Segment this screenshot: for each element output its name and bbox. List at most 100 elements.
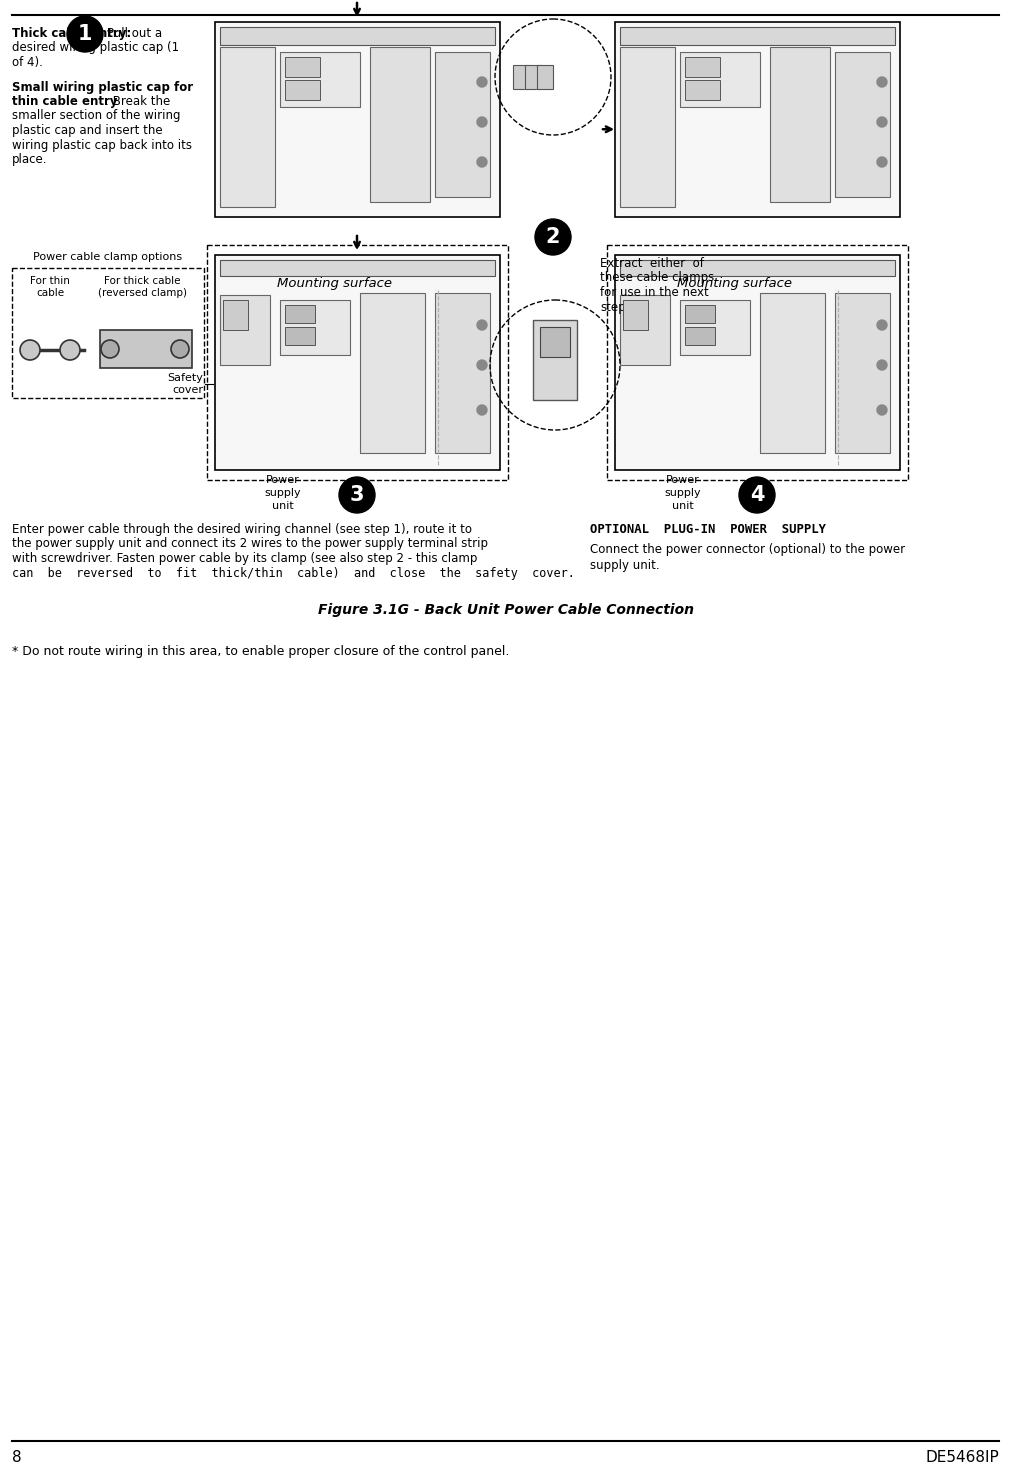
Bar — [770, 47, 830, 202]
Text: step.: step. — [600, 300, 630, 314]
Bar — [835, 52, 890, 197]
Bar — [835, 293, 890, 454]
Circle shape — [739, 477, 775, 513]
Text: can  be  reversed  to  fit  thick/thin  cable)  and  close  the  safety  cover.: can be reversed to fit thick/thin cable)… — [12, 567, 575, 579]
Circle shape — [477, 77, 487, 87]
Text: (*): (*) — [744, 485, 758, 495]
Circle shape — [477, 116, 487, 127]
Text: Power
supply
unit: Power supply unit — [664, 474, 702, 511]
Bar — [533, 320, 577, 401]
Text: Enter power cable through the desired wiring channel (see step 1), route it to: Enter power cable through the desired wi… — [12, 523, 472, 536]
Circle shape — [171, 340, 189, 358]
Bar — [525, 65, 541, 88]
Bar — [620, 261, 895, 275]
Text: these cable clamps: these cable clamps — [600, 271, 714, 284]
Bar — [220, 47, 275, 208]
Circle shape — [877, 320, 887, 330]
Bar — [620, 47, 675, 208]
Bar — [615, 255, 900, 470]
Text: 8: 8 — [12, 1449, 21, 1464]
Bar — [285, 57, 320, 77]
Text: Small wiring plastic cap for: Small wiring plastic cap for — [12, 81, 193, 93]
Circle shape — [477, 320, 487, 330]
Text: wiring plastic cap back into its: wiring plastic cap back into its — [12, 138, 192, 152]
Circle shape — [877, 158, 887, 166]
Text: Mounting surface: Mounting surface — [677, 277, 793, 290]
Text: DE5468IP: DE5468IP — [925, 1449, 999, 1464]
Circle shape — [477, 405, 487, 415]
Circle shape — [877, 405, 887, 415]
Text: For thick cable
(reversed clamp): For thick cable (reversed clamp) — [97, 275, 186, 298]
Text: : Break the: : Break the — [105, 94, 170, 108]
Bar — [685, 305, 715, 323]
Bar — [12, 268, 204, 398]
Circle shape — [535, 219, 571, 255]
Bar — [370, 47, 430, 202]
Text: desired wiring plastic cap (1: desired wiring plastic cap (1 — [12, 41, 179, 55]
Text: (*): (*) — [344, 485, 358, 495]
Text: smaller section of the wiring: smaller section of the wiring — [12, 109, 181, 122]
Bar — [513, 65, 529, 88]
Bar — [220, 27, 495, 46]
Text: the power supply unit and connect its 2 wires to the power supply terminal strip: the power supply unit and connect its 2 … — [12, 538, 488, 551]
Bar — [620, 295, 670, 365]
Text: * Do not route wiring in this area, to enable proper closure of the control pane: * Do not route wiring in this area, to e… — [12, 645, 510, 658]
Text: Power
supply
unit: Power supply unit — [265, 474, 301, 511]
Text: Connect the power connector (optional) to the power: Connect the power connector (optional) t… — [590, 544, 905, 557]
Bar — [685, 80, 720, 100]
Bar — [215, 22, 500, 217]
Bar — [207, 245, 508, 480]
Bar — [285, 305, 315, 323]
Circle shape — [877, 116, 887, 127]
Text: with screwdriver. Fasten power cable by its clamp (see also step 2 - this clamp: with screwdriver. Fasten power cable by … — [12, 552, 477, 566]
Text: Power cable clamp options: Power cable clamp options — [33, 252, 183, 262]
Bar — [215, 255, 500, 470]
Bar — [680, 52, 760, 108]
Bar — [220, 261, 495, 275]
Text: 4: 4 — [750, 485, 764, 505]
Text: plastic cap and insert the: plastic cap and insert the — [12, 124, 163, 137]
Text: for use in the next: for use in the next — [600, 286, 709, 299]
Text: place.: place. — [12, 153, 48, 166]
Bar — [680, 300, 750, 355]
Bar — [540, 327, 570, 356]
Bar — [623, 300, 648, 330]
Bar — [537, 65, 553, 88]
Bar — [360, 293, 425, 454]
Bar — [435, 293, 490, 454]
Bar — [607, 245, 908, 480]
Text: supply unit.: supply unit. — [590, 560, 659, 572]
Circle shape — [877, 77, 887, 87]
Text: Pull out a: Pull out a — [107, 27, 162, 40]
Bar — [685, 327, 715, 345]
Bar — [760, 293, 825, 454]
Text: Extract  either  of: Extract either of — [600, 256, 704, 270]
Text: For thin
cable: For thin cable — [30, 275, 70, 298]
Circle shape — [877, 359, 887, 370]
Text: Mounting surface: Mounting surface — [277, 277, 392, 290]
Bar — [435, 52, 490, 197]
Bar — [280, 300, 350, 355]
Text: Thick cable entry:: Thick cable entry: — [12, 27, 131, 40]
Text: of 4).: of 4). — [12, 56, 42, 69]
Bar — [685, 57, 720, 77]
Circle shape — [20, 340, 40, 359]
Text: Figure 3.1G - Back Unit Power Cable Connection: Figure 3.1G - Back Unit Power Cable Conn… — [317, 602, 694, 617]
Text: 3: 3 — [350, 485, 364, 505]
Text: 1: 1 — [78, 24, 92, 44]
Text: 2: 2 — [546, 227, 560, 247]
Bar — [620, 27, 895, 46]
Bar — [285, 327, 315, 345]
Circle shape — [477, 359, 487, 370]
Text: Safety
cover: Safety cover — [167, 373, 203, 395]
Circle shape — [339, 477, 375, 513]
Bar — [223, 300, 248, 330]
Text: thin cable entry: thin cable entry — [12, 94, 117, 108]
Bar — [285, 80, 320, 100]
Bar — [280, 52, 360, 108]
Bar — [220, 295, 270, 365]
Circle shape — [101, 340, 119, 358]
Circle shape — [477, 158, 487, 166]
Bar — [100, 330, 192, 368]
Bar — [615, 22, 900, 217]
